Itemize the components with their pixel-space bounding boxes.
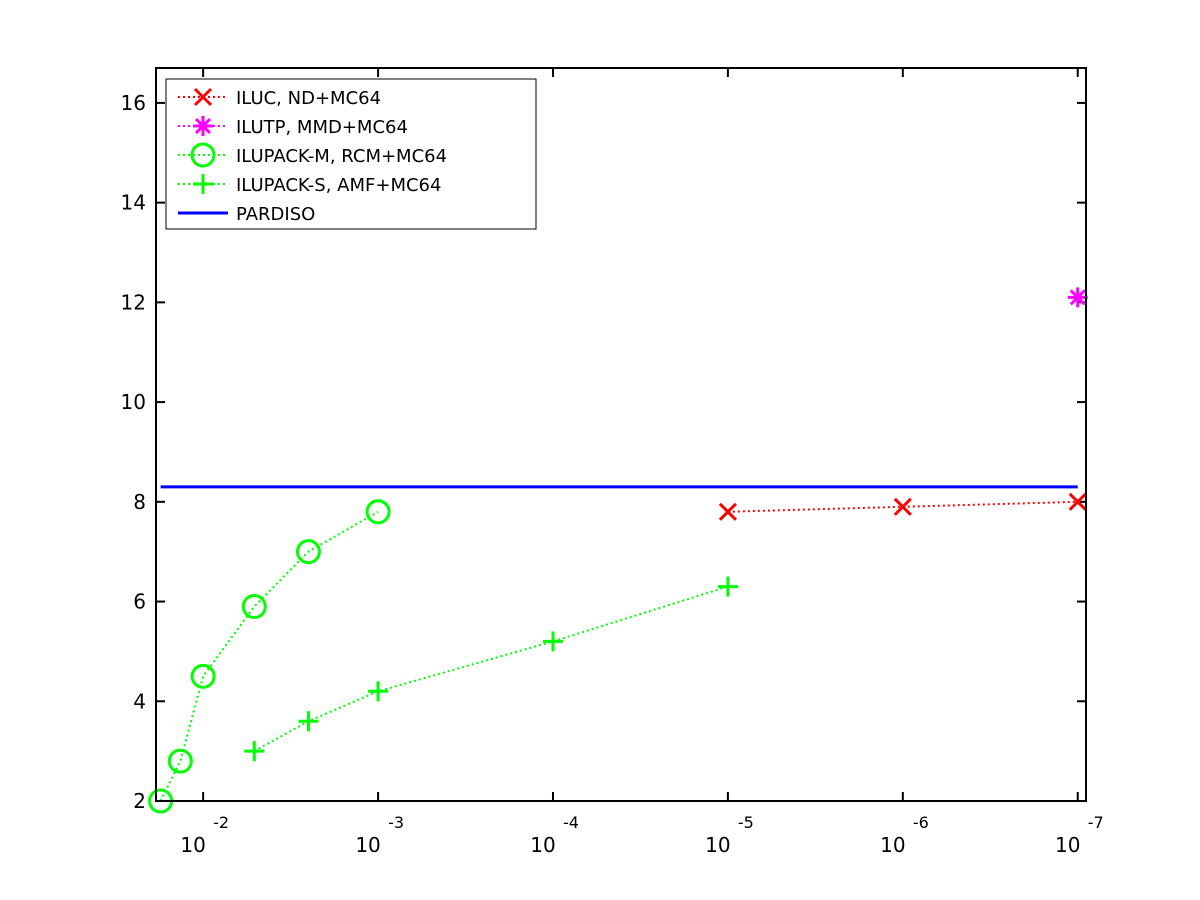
- x-tick-label-base: 10: [530, 833, 555, 857]
- legend-marker: [193, 87, 213, 107]
- series-layer: [148, 287, 1088, 814]
- series-3: [244, 576, 738, 762]
- legend-marker: [190, 142, 216, 168]
- data-point-marker: [244, 741, 265, 762]
- data-point-marker: [190, 663, 216, 689]
- y-tick-label: 16: [121, 91, 146, 115]
- legend-marker: [193, 116, 213, 136]
- x-tick-label-exponent: -5: [738, 813, 754, 832]
- data-point-marker: [1068, 492, 1087, 511]
- legend-label: PARDISO: [236, 204, 315, 225]
- x-tick-label-base: 10: [880, 833, 905, 857]
- y-tick-label: 8: [133, 490, 146, 514]
- legend: ILUC, ND+MC64 ILUTP, MMD+MC64 ILUPACK-M, R…: [165, 78, 537, 230]
- legend-box: [165, 78, 537, 230]
- series-2: [148, 499, 391, 814]
- legend-label: ILUTP, MMD+MC64: [236, 117, 408, 138]
- series-0: [718, 492, 1087, 521]
- y-tick-label: 14: [121, 191, 146, 215]
- plot-frame: [155, 67, 1087, 802]
- data-point-marker: [295, 539, 321, 565]
- legend-item: ILUPACK-M, RCM+MC64: [178, 142, 447, 168]
- x-tick-label-exponent: -4: [563, 813, 579, 832]
- y-axis-labels: 2 4 6 8 10 12 14 16: [121, 91, 146, 813]
- series-line: [253, 585, 729, 753]
- y-tick-label: 4: [133, 689, 146, 713]
- x-tick-label-exponent: -7: [1088, 813, 1104, 832]
- legend-item: ILUC, ND+MC64: [178, 87, 381, 109]
- x-tick-label-exponent: -3: [388, 813, 404, 832]
- y-tick-label: 6: [133, 590, 146, 614]
- series-line: [159, 510, 379, 802]
- series-line: [727, 500, 1078, 513]
- legend-item: ILUPACK-S, AMF+MC64: [178, 174, 441, 196]
- data-point-marker: [542, 631, 563, 652]
- series-1: [1067, 287, 1088, 308]
- x-axis-labels: 10 -2 10 -3 10 -4 10 -5 10 -6 10 -7: [180, 813, 1103, 857]
- x-tick-label-exponent: -6: [913, 813, 929, 832]
- x-tick-label-base: 10: [355, 833, 380, 857]
- data-point-marker: [368, 681, 389, 702]
- data-point-marker: [167, 748, 193, 774]
- y-tick-label: 10: [121, 390, 146, 414]
- legend-item: PARDISO: [178, 204, 315, 225]
- data-point-marker: [893, 497, 912, 516]
- legend-label: ILUPACK-M, RCM+MC64: [236, 146, 447, 167]
- data-point-marker: [1067, 287, 1088, 308]
- data-point-marker: [365, 499, 391, 525]
- legend-item: ILUTP, MMD+MC64: [178, 116, 408, 138]
- legend-marker: [193, 174, 213, 194]
- x-tick-label-base: 10: [1055, 833, 1080, 857]
- x-tick-label-exponent: -2: [213, 813, 229, 832]
- legend-label: ILUPACK-S, AMF+MC64: [236, 175, 441, 196]
- data-point-marker: [717, 576, 738, 597]
- data-point-marker: [241, 594, 267, 620]
- data-point-marker: [298, 711, 319, 732]
- y-tick-label: 2: [133, 789, 146, 813]
- data-point-marker: [718, 502, 737, 521]
- x-tick-label-base: 10: [705, 833, 730, 857]
- legend-label: ILUC, ND+MC64: [236, 88, 381, 109]
- x-tick-label-base: 10: [180, 833, 205, 857]
- y-tick-label: 12: [121, 290, 146, 314]
